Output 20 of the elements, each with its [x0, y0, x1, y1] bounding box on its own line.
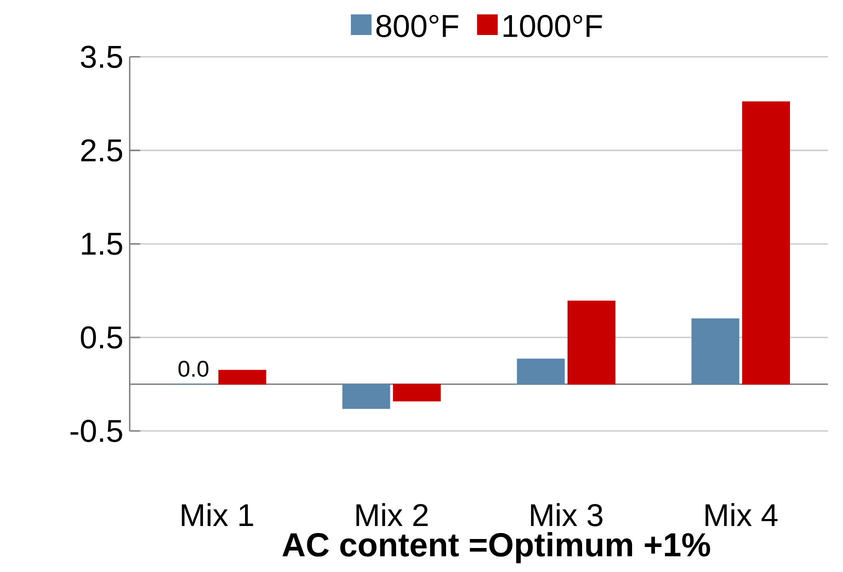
x-tick-label: Mix 3 [531, 503, 602, 526]
x-tick-label: Mix 4 [706, 503, 778, 526]
data-label: 0.0 [178, 360, 208, 377]
x-tick-label: Mix 2 [356, 503, 428, 526]
bar [342, 384, 390, 409]
bar [516, 358, 565, 384]
bar [218, 370, 266, 384]
y-tick-label: 1.5 [82, 232, 122, 255]
bar [691, 318, 740, 384]
bar [568, 300, 616, 384]
legend-label: 800°F [376, 14, 458, 38]
bar [742, 101, 790, 384]
legend-label: 1000°F [504, 14, 602, 38]
x-axis-title: AC content =Optimum +1% [282, 532, 710, 564]
y-tick-label: 0.5 [80, 326, 122, 349]
y-tick-label: 3.5 [80, 46, 122, 68]
y-tick-label: -0.5 [70, 420, 122, 442]
x-tick-label: Mix 1 [182, 503, 254, 526]
bar [392, 384, 441, 402]
y-tick-label: 2.5 [81, 139, 122, 162]
